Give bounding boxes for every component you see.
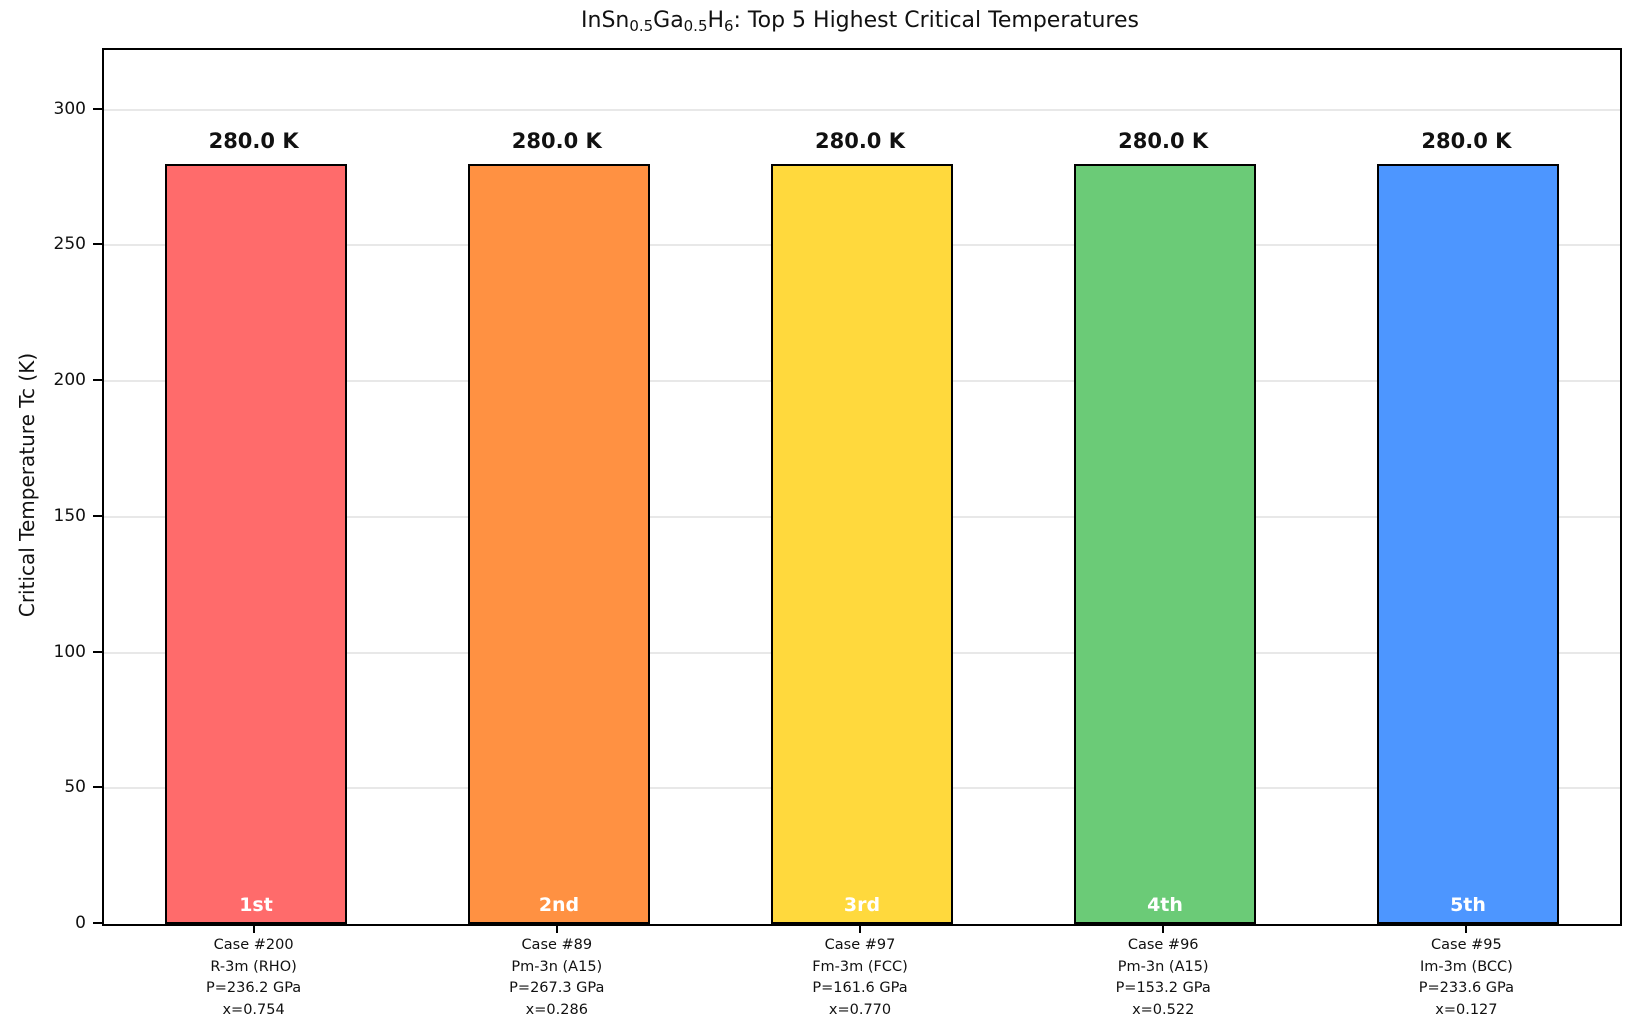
- bar-rank-label: 3rd: [843, 894, 881, 916]
- x-tick-label: Case #89 Pm-3n (A15) P=267.3 GPa x=0.286: [407, 935, 707, 1021]
- title-text: H: [707, 8, 724, 33]
- x-tick-label-line: Case #97: [824, 937, 896, 953]
- bar-rank-label: 2nd: [538, 894, 580, 916]
- x-tick-label-line: Case #95: [1431, 937, 1502, 953]
- x-tick-label: Case #200 R-3m (RHO) P=236.2 GPa x=0.754: [104, 935, 404, 1021]
- title-text: InSn: [581, 8, 630, 33]
- bar-value-label: 280.0 K: [511, 129, 602, 153]
- gridline: [104, 108, 1620, 111]
- y-tick-label: 100: [53, 641, 86, 662]
- x-tick-label-line: x=0.522: [1132, 1001, 1195, 1018]
- bar-value-label: 280.0 K: [208, 129, 299, 153]
- x-tick-label-line: R-3m (RHO): [210, 958, 297, 975]
- x-tick-mark: [252, 924, 255, 933]
- title-text: : Top 5 Highest Critical Temperatures: [733, 8, 1139, 33]
- x-tick-mark: [1465, 924, 1468, 933]
- bar: 4th: [1074, 164, 1256, 924]
- bar: 5th: [1377, 164, 1559, 924]
- title-text: Ga: [653, 8, 684, 33]
- y-tick-mark: [93, 379, 102, 382]
- x-tick-label-line: Pm-3n (A15): [511, 958, 603, 975]
- x-tick-label-line: Case #96: [1127, 937, 1199, 953]
- y-axis-label: Critical Temperature Tc (K): [15, 352, 39, 618]
- y-tick-mark: [93, 514, 102, 517]
- bar-value-label: 280.0 K: [1421, 129, 1512, 153]
- chart-title: InSn0.5Ga0.5H6: Top 5 Highest Critical T…: [102, 8, 1618, 35]
- bar: 3rd: [771, 164, 953, 924]
- title-subscript: 6: [724, 17, 734, 36]
- y-tick-label: 50: [64, 777, 86, 798]
- x-tick-label: Case #95 Im-3m (BCC) P=233.6 GPa x=0.127: [1316, 935, 1616, 1021]
- bar-value-label: 280.0 K: [1118, 129, 1209, 153]
- x-tick-label-line: Pm-3n (A15): [1117, 958, 1209, 975]
- x-tick-label-line: P=236.2 GPa: [205, 980, 302, 996]
- y-tick-mark: [93, 922, 102, 924]
- y-tick-mark: [93, 243, 102, 246]
- bar-rank-label: 5th: [1450, 894, 1486, 916]
- x-tick-label-line: P=233.6 GPa: [1418, 980, 1514, 996]
- x-tick-mark: [1162, 924, 1165, 933]
- x-tick-label-line: P=161.6 GPa: [812, 980, 908, 996]
- y-tick-label: 300: [53, 98, 86, 119]
- x-tick-label-line: Im-3m (BCC): [1419, 958, 1513, 975]
- y-tick-mark: [93, 650, 102, 653]
- y-tick-label: 150: [53, 505, 86, 526]
- y-tick-label: 200: [53, 370, 86, 391]
- x-tick-label: Case #97 Fm-3m (FCC) P=161.6 GPa x=0.770: [710, 935, 1010, 1021]
- x-tick-label-line: x=0.127: [1435, 1001, 1498, 1018]
- x-tick-label-line: x=0.770: [828, 1001, 892, 1018]
- bar-rank-label: 4th: [1147, 894, 1183, 916]
- y-tick-mark: [93, 107, 102, 110]
- bar-rank-label: 1st: [239, 894, 273, 916]
- x-tick-label-line: x=0.754: [222, 1001, 285, 1018]
- x-tick-label-line: x=0.286: [525, 1001, 588, 1018]
- bar: 2nd: [468, 164, 650, 924]
- y-tick-label: 0: [75, 913, 86, 933]
- y-tick-label: 250: [53, 234, 86, 255]
- x-tick-mark: [859, 924, 861, 933]
- bar-value-label: 280.0 K: [814, 129, 905, 153]
- x-tick-label-line: Fm-3m (FCC): [812, 958, 908, 975]
- x-tick-label: Case #96 Pm-3n (A15) P=153.2 GPa x=0.522: [1013, 935, 1313, 1021]
- title-subscript: 0.5: [629, 17, 654, 36]
- y-tick-mark: [93, 786, 102, 789]
- title-subscript: 0.5: [683, 17, 708, 36]
- bar: 1st: [165, 164, 347, 924]
- x-tick-label-line: P=267.3 GPa: [509, 980, 605, 996]
- x-tick-label-line: Case #200: [213, 937, 294, 953]
- x-tick-label-line: Case #89: [521, 937, 593, 953]
- x-tick-label-line: P=153.2 GPa: [1115, 980, 1211, 996]
- x-tick-mark: [555, 924, 558, 933]
- plot-area: 1st 2nd 3rd 4th 5th: [102, 48, 1622, 926]
